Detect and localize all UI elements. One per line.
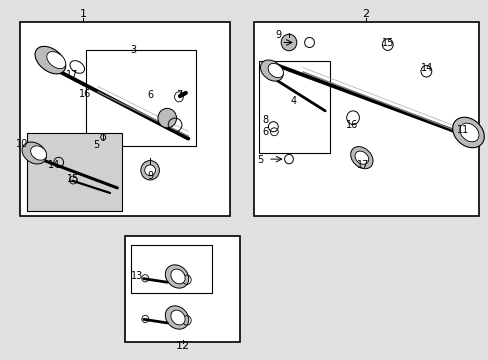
Text: 9: 9 xyxy=(275,30,281,40)
Ellipse shape xyxy=(260,60,283,81)
Text: 1: 1 xyxy=(80,9,86,19)
Text: 2: 2 xyxy=(362,9,368,19)
Ellipse shape xyxy=(281,34,296,51)
Text: 9: 9 xyxy=(147,171,153,181)
Text: 17: 17 xyxy=(66,69,79,80)
Text: 4: 4 xyxy=(290,96,296,106)
Text: 5: 5 xyxy=(93,140,99,150)
Ellipse shape xyxy=(452,117,483,148)
Text: 14: 14 xyxy=(420,63,433,73)
Bar xyxy=(124,236,239,342)
Ellipse shape xyxy=(47,51,65,69)
Ellipse shape xyxy=(459,123,478,142)
Text: 6: 6 xyxy=(147,90,153,100)
Text: 15: 15 xyxy=(381,38,393,48)
Ellipse shape xyxy=(158,108,176,128)
Ellipse shape xyxy=(22,142,46,164)
Text: 10: 10 xyxy=(16,139,28,149)
Ellipse shape xyxy=(170,310,185,325)
Ellipse shape xyxy=(354,151,368,164)
Bar xyxy=(131,245,211,293)
Bar xyxy=(20,22,229,216)
Ellipse shape xyxy=(141,161,159,180)
Text: 5: 5 xyxy=(257,155,263,165)
Bar xyxy=(85,50,195,146)
Ellipse shape xyxy=(31,146,46,160)
Bar xyxy=(259,61,329,153)
Ellipse shape xyxy=(165,265,188,288)
Ellipse shape xyxy=(165,306,188,329)
Text: 8: 8 xyxy=(262,114,268,125)
Ellipse shape xyxy=(144,165,155,176)
Text: 11: 11 xyxy=(455,125,468,135)
Text: 14: 14 xyxy=(47,159,60,170)
Ellipse shape xyxy=(350,147,372,169)
Text: 17: 17 xyxy=(356,159,368,170)
Ellipse shape xyxy=(170,269,185,284)
Text: 6: 6 xyxy=(262,127,268,137)
Ellipse shape xyxy=(267,63,283,78)
Text: 3: 3 xyxy=(130,45,136,55)
Ellipse shape xyxy=(35,46,65,74)
Text: 16: 16 xyxy=(78,89,91,99)
Bar xyxy=(254,22,478,216)
Text: 16: 16 xyxy=(345,120,358,130)
Bar xyxy=(27,133,122,211)
Text: 13: 13 xyxy=(130,271,143,282)
Text: 7: 7 xyxy=(176,90,182,100)
Text: 15: 15 xyxy=(67,174,80,184)
Text: 12: 12 xyxy=(176,341,190,351)
